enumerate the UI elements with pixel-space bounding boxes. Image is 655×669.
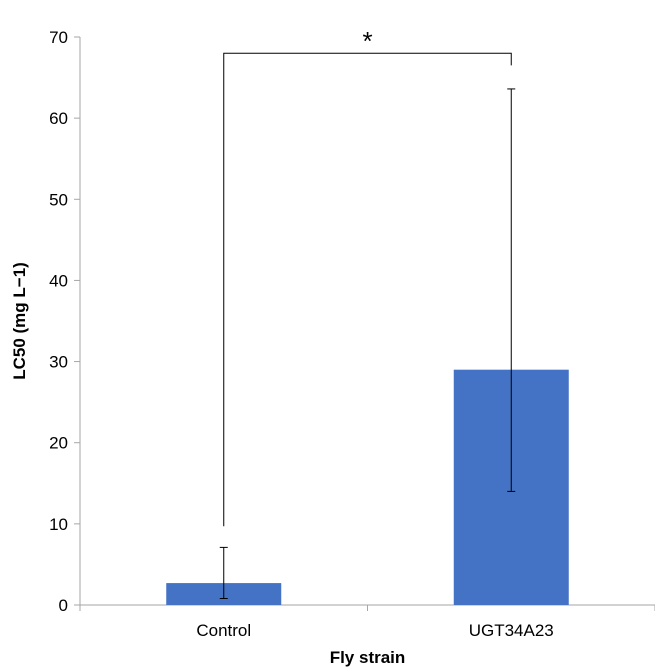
y-tick-label: 30 — [49, 353, 68, 372]
bars — [166, 369, 569, 605]
y-tick-label: 10 — [49, 515, 68, 534]
x-axis: Control UGT34A23 — [79, 604, 655, 640]
significance-annotation: * — [223, 26, 512, 527]
y-tick-label: 20 — [49, 434, 68, 453]
y-axis-title: LC50 (mg L−1) — [10, 262, 29, 380]
x-axis-title: Fly strain — [330, 648, 406, 667]
error-bars — [219, 88, 516, 600]
y-tick-label: 60 — [49, 109, 68, 128]
x-category-label: Control — [196, 621, 251, 640]
y-tick-label: 70 — [49, 28, 68, 47]
y-tick-label: 40 — [49, 271, 68, 290]
y-tick-label: 0 — [59, 596, 68, 615]
x-category-label: UGT34A23 — [469, 621, 554, 640]
significance-asterisk: * — [362, 26, 372, 56]
significance-bracket — [223, 52, 512, 527]
y-axis: 0 10 20 30 40 50 60 70 — [49, 28, 81, 615]
y-tick-label: 50 — [49, 190, 68, 209]
